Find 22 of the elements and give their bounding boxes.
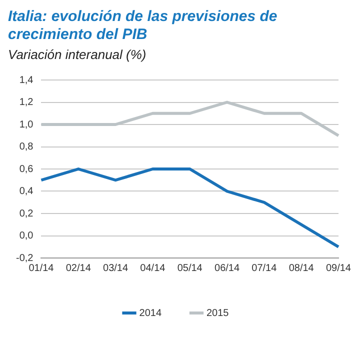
legend-label: 2014 [139, 308, 162, 319]
x-tick-label: 01/14 [28, 262, 54, 274]
x-tick-label: 07/14 [252, 262, 278, 274]
y-tick-label: 1,0 [19, 119, 34, 130]
y-tick-label: 1,2 [19, 97, 34, 108]
legend-label: 2015 [206, 308, 230, 319]
y-tick-label: 0,2 [19, 208, 34, 220]
x-tick-label: 06/14 [214, 262, 240, 274]
y-tick-label: 1,4 [19, 74, 34, 86]
y-tick-label: 0,0 [19, 230, 34, 242]
x-tick-label: 02/14 [66, 262, 92, 274]
chart-subtitle: Variación interanual (%) [8, 47, 148, 62]
x-tick-label: 09/14 [326, 262, 352, 274]
x-tick-label: 03/14 [103, 262, 128, 274]
y-tick-label: 0,6 [19, 164, 34, 175]
x-tick-label: 05/14 [177, 262, 203, 274]
chart-title: Italia: evolución de las previsiones de crecimiento del PIB [8, 8, 278, 44]
y-tick-label: -0,2 [16, 252, 34, 264]
y-tick-label: 0,4 [19, 186, 34, 197]
y-tick-label: 0,8 [19, 142, 34, 152]
x-tick-label: 08/14 [288, 262, 314, 274]
x-tick-label: 04/14 [140, 262, 166, 274]
